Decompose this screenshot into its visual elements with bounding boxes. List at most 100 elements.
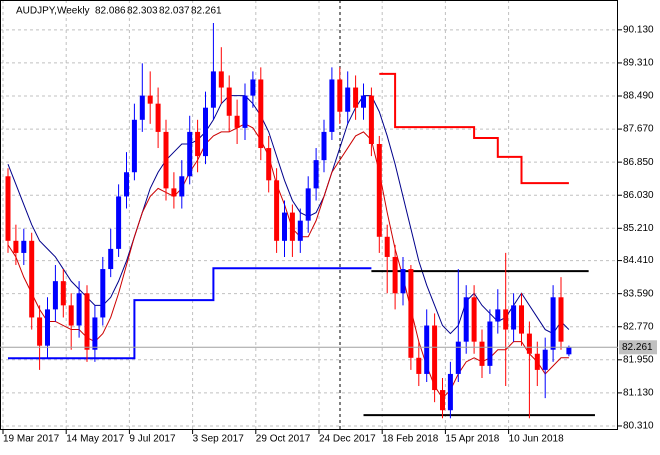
candle-body — [392, 256, 398, 294]
candle-body — [100, 269, 106, 318]
candle-body — [408, 269, 414, 358]
candle-body — [550, 297, 556, 350]
candle-body — [29, 240, 35, 318]
candle-body — [258, 79, 264, 149]
level-line — [379, 72, 569, 185]
candle-body — [440, 390, 445, 411]
x-tick-label: 10 Jun 2018 — [509, 434, 564, 445]
y-tick-label: 86.850 — [623, 157, 654, 168]
candle-body — [337, 79, 343, 112]
level-line — [8, 267, 372, 360]
x-tick-label: 14 May 2017 — [66, 434, 124, 445]
candle-body — [455, 341, 461, 374]
y-tick-label: 89.310 — [623, 58, 654, 69]
candle-body — [289, 212, 295, 241]
candle-body — [471, 297, 477, 342]
y-tick-label: 86.030 — [623, 190, 654, 201]
candle-body — [131, 119, 137, 173]
candle-body — [84, 293, 90, 350]
candle-body — [179, 176, 185, 197]
candle-body — [384, 236, 390, 257]
symbol-title: AUDJPY,Weekly — [16, 6, 90, 17]
candle-body — [566, 347, 572, 355]
candle-body — [542, 349, 548, 370]
candle-body — [250, 79, 256, 96]
price-tag — [619, 340, 657, 355]
candle-body — [329, 79, 335, 132]
candle-body — [511, 305, 517, 330]
plot — [5, 22, 595, 419]
y-tick-label: 81.950 — [623, 354, 654, 365]
candle-body — [226, 87, 232, 116]
candle-body — [116, 196, 122, 249]
candle-body — [463, 297, 469, 342]
candle-body — [313, 160, 319, 189]
candle-body — [353, 87, 359, 108]
candle-body — [519, 305, 524, 334]
candle-body — [534, 353, 540, 370]
price-tag-label: 82.261 — [622, 342, 653, 353]
x-tick-label: 19 Mar 2017 — [3, 434, 60, 445]
candle-body — [242, 95, 248, 128]
candle-body — [155, 103, 161, 132]
candle-body — [163, 131, 169, 189]
header-low: 82.037 — [159, 6, 190, 17]
candle-body — [210, 71, 216, 108]
candle-body — [495, 309, 501, 322]
x-tick-label: 18 Feb 2018 — [382, 434, 439, 445]
candle-body — [92, 317, 98, 350]
candle-body — [345, 87, 351, 112]
y-tick-label: 90.130 — [623, 24, 654, 35]
header: AUDJPY,Weekly 82.086 82.303 82.037 82.26… — [16, 6, 222, 17]
candle-body — [234, 115, 240, 128]
candle-body — [368, 95, 374, 145]
candle-body — [60, 281, 66, 306]
candle-body — [282, 212, 287, 241]
y-tick-label: 88.490 — [623, 91, 654, 102]
candle-body — [321, 131, 327, 161]
candle-body — [424, 325, 430, 374]
y-tick-label: 82.770 — [623, 321, 654, 332]
header-open: 82.086 — [95, 6, 126, 17]
candle-body — [203, 107, 208, 157]
candle-body — [52, 281, 58, 310]
candle-body — [21, 240, 27, 253]
y-tick-label: 85.210 — [623, 223, 654, 234]
x-tick-label: 24 Dec 2017 — [319, 434, 376, 445]
candle-body — [45, 309, 50, 346]
candle-body — [124, 172, 129, 197]
moving-average — [7, 123, 569, 399]
candle-body — [361, 95, 366, 108]
candle-body — [503, 309, 509, 330]
candle-body — [416, 357, 422, 374]
candle-body — [274, 180, 280, 241]
x-tick-label: 29 Oct 2017 — [256, 434, 311, 445]
y-tick-label: 84.410 — [623, 255, 654, 266]
candle-body — [37, 317, 43, 346]
candle-body — [5, 176, 11, 241]
candle-body — [305, 188, 311, 221]
candle-body — [376, 144, 382, 237]
candle-body — [447, 373, 453, 411]
candle-body — [68, 305, 74, 326]
candle-body — [558, 297, 564, 342]
candle-body — [218, 71, 224, 88]
header-close: 82.261 — [191, 6, 222, 17]
x-tick-label: 3 Sep 2017 — [193, 434, 245, 445]
header-high: 82.303 — [127, 6, 158, 17]
candle-body — [487, 321, 493, 366]
plot-frame — [0, 0, 618, 430]
candle-body — [13, 240, 19, 253]
candle-body — [171, 188, 177, 197]
candle-body — [432, 325, 438, 391]
candle-body — [76, 293, 82, 326]
candle-body — [187, 131, 193, 177]
y-tick-label: 80.310 — [623, 421, 654, 432]
candle-body — [108, 248, 114, 270]
y-tick-label: 87.670 — [623, 124, 654, 135]
candle-body — [479, 341, 485, 366]
candle-body — [195, 131, 201, 157]
candle-body — [266, 148, 272, 181]
